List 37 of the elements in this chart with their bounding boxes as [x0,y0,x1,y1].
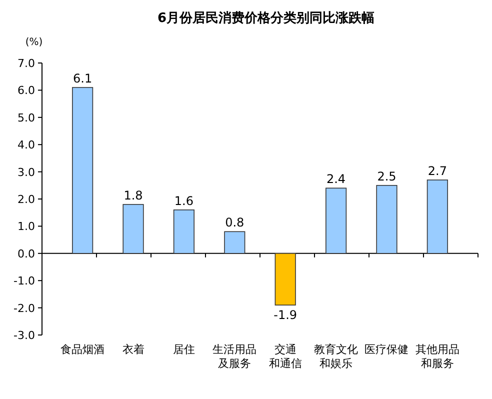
y-tick-label: 6.0 [18,84,35,98]
y-tick-label: 3.0 [18,166,35,179]
x-tick-label: 居住 [172,343,195,356]
bar [426,180,448,254]
y-tick-label: 0.0 [18,247,35,260]
data-label: 2.4 [326,172,346,186]
bar [274,253,296,306]
data-label: 6.1 [73,71,92,86]
y-tick-label: -2.0 [14,302,35,315]
y-tick-label: 5.0 [18,111,35,124]
y-axis-title: (%) [25,37,43,48]
bar [173,209,194,254]
y-tick-label: 7.0 [18,57,35,70]
bar [326,188,347,254]
data-label: 0.8 [225,216,244,230]
y-tick-label: 2.0 [18,193,35,206]
bar [376,185,398,254]
x-tick-label: 其他用品和服务 [415,343,460,370]
y-tick-label: -1.0 [14,274,35,288]
x-tick-label: 医疗保健 [364,343,409,356]
bar [72,87,94,254]
data-label: 2.5 [377,169,396,184]
bar [122,204,144,254]
y-tick-label: 1.0 [18,220,35,234]
data-label: 1.8 [124,188,143,202]
x-tick-label: 食品烟酒 [60,343,105,356]
bar [224,231,246,254]
x-tick-label: 交通和通信 [268,343,302,370]
x-tick-label: 教育文化和娱乐 [314,343,358,370]
y-tick-label: -3.0 [14,329,35,342]
y-tick-label: 4.0 [18,138,35,152]
x-tick-label: 生活用品及服务 [212,343,257,370]
data-label: -1.9 [274,308,298,322]
data-label: 1.6 [174,194,194,208]
x-tick-label: 衣着 [122,343,144,356]
data-label: 2.7 [428,164,447,178]
chart-title: 6月份居民消费价格分类别同比涨跌幅 [157,11,375,26]
